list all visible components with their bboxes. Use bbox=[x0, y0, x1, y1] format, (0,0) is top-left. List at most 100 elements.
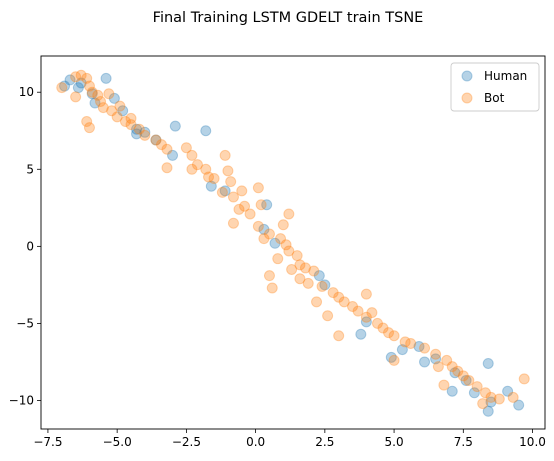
point-human-13 bbox=[169, 120, 181, 132]
point-bot-63 bbox=[316, 280, 328, 292]
point-bot-61 bbox=[308, 265, 320, 277]
point-bot-28 bbox=[191, 159, 203, 171]
point-bot-8 bbox=[97, 102, 109, 114]
point-bot-29 bbox=[200, 163, 212, 175]
point-bot-3 bbox=[81, 72, 93, 84]
point-human-19 bbox=[258, 223, 270, 235]
point-human-15 bbox=[200, 125, 212, 137]
point-bot-72 bbox=[360, 311, 372, 323]
point-bot-78 bbox=[388, 354, 400, 366]
point-human-18 bbox=[261, 199, 273, 211]
point-bot-95 bbox=[507, 391, 519, 403]
point-bot-64 bbox=[322, 310, 334, 322]
point-human-6 bbox=[100, 72, 112, 84]
point-bot-49 bbox=[272, 253, 284, 265]
point-bot-62 bbox=[311, 296, 323, 308]
x-tick-label: −2.5 bbox=[172, 435, 201, 449]
x-tick-label: 2.5 bbox=[315, 435, 334, 449]
point-bot-40 bbox=[227, 217, 239, 229]
x-tick-label: 5.0 bbox=[385, 435, 404, 449]
point-bot-81 bbox=[419, 342, 431, 354]
point-bot-71 bbox=[360, 288, 372, 300]
point-human-9 bbox=[131, 123, 143, 135]
point-human-38 bbox=[513, 399, 525, 411]
point-human-32 bbox=[460, 374, 472, 386]
point-bot-91 bbox=[479, 387, 491, 399]
point-bot-52 bbox=[280, 239, 292, 251]
point-bot-33 bbox=[219, 149, 231, 161]
point-bot-69 bbox=[347, 300, 359, 312]
point-bot-1 bbox=[70, 71, 82, 83]
point-bot-30 bbox=[203, 171, 215, 183]
point-human-2 bbox=[72, 82, 84, 94]
point-bot-2 bbox=[75, 69, 87, 81]
point-bot-31 bbox=[208, 173, 220, 185]
point-human-24 bbox=[360, 316, 372, 328]
point-bot-76 bbox=[383, 327, 395, 339]
y-tick-label: 10 bbox=[19, 85, 34, 99]
point-human-29 bbox=[430, 353, 442, 365]
point-bot-10 bbox=[106, 105, 118, 117]
point-bot-7 bbox=[95, 95, 107, 107]
point-bot-44 bbox=[252, 220, 264, 232]
point-bot-92 bbox=[477, 398, 489, 410]
legend-marker-human bbox=[461, 70, 473, 82]
legend-box bbox=[450, 62, 540, 112]
point-bot-41 bbox=[244, 208, 256, 220]
point-human-4 bbox=[86, 88, 98, 100]
point-bot-20 bbox=[83, 122, 95, 134]
point-human-31 bbox=[449, 367, 461, 379]
point-bot-87 bbox=[452, 365, 464, 377]
point-bot-60 bbox=[302, 277, 314, 289]
y-tick-label: 5 bbox=[26, 162, 34, 176]
point-bot-25 bbox=[180, 142, 192, 154]
point-human-22 bbox=[319, 279, 331, 291]
legend-marker-bot bbox=[461, 92, 473, 104]
point-human-0 bbox=[59, 80, 71, 92]
legend: Human Bot bbox=[450, 62, 540, 112]
point-human-7 bbox=[108, 92, 120, 104]
point-human-30 bbox=[446, 385, 458, 397]
point-bot-85 bbox=[441, 354, 453, 366]
point-bot-13 bbox=[119, 116, 131, 128]
point-bot-22 bbox=[155, 139, 167, 151]
point-bot-93 bbox=[485, 391, 497, 403]
y-tick-label: −5 bbox=[16, 316, 34, 330]
chart-title: Final Training LSTM GDELT train TSNE bbox=[153, 10, 424, 26]
point-bot-59 bbox=[299, 262, 311, 274]
point-human-37 bbox=[502, 385, 514, 397]
point-bot-54 bbox=[283, 208, 295, 220]
point-bot-53 bbox=[283, 245, 295, 257]
legend-label-bot: Bot bbox=[484, 91, 505, 105]
point-bot-68 bbox=[338, 296, 350, 308]
point-bot-94 bbox=[493, 393, 505, 405]
x-tick-label: −5.0 bbox=[103, 435, 132, 449]
point-human-26 bbox=[396, 344, 408, 356]
point-human-14 bbox=[167, 149, 179, 161]
point-bot-46 bbox=[263, 228, 275, 240]
point-bot-34 bbox=[222, 165, 234, 177]
points-layer bbox=[56, 69, 530, 417]
ticks-layer: −7.5 −5.0 −2.5 0.0 2.5 5.0 7.5 10.0 10 5 0 −5 −10 bbox=[9, 85, 546, 449]
point-human-21 bbox=[313, 270, 325, 282]
point-human-35 bbox=[482, 405, 494, 417]
point-human-27 bbox=[413, 341, 425, 353]
x-tick-label: 7.5 bbox=[454, 435, 473, 449]
point-bot-43 bbox=[255, 199, 267, 211]
point-bot-35 bbox=[225, 176, 237, 188]
point-bot-56 bbox=[291, 250, 303, 262]
point-bot-38 bbox=[236, 185, 248, 197]
x-tick-label: 10.0 bbox=[519, 435, 546, 449]
point-human-23 bbox=[355, 328, 367, 340]
point-bot-88 bbox=[457, 370, 469, 382]
point-bot-26 bbox=[186, 149, 198, 161]
point-bot-32 bbox=[216, 186, 228, 198]
point-bot-27 bbox=[186, 163, 198, 175]
point-bot-67 bbox=[333, 330, 345, 342]
point-bot-9 bbox=[103, 88, 115, 100]
point-bot-80 bbox=[405, 337, 417, 349]
point-bot-83 bbox=[432, 361, 444, 373]
point-bot-48 bbox=[266, 282, 278, 294]
point-bot-70 bbox=[352, 305, 364, 317]
